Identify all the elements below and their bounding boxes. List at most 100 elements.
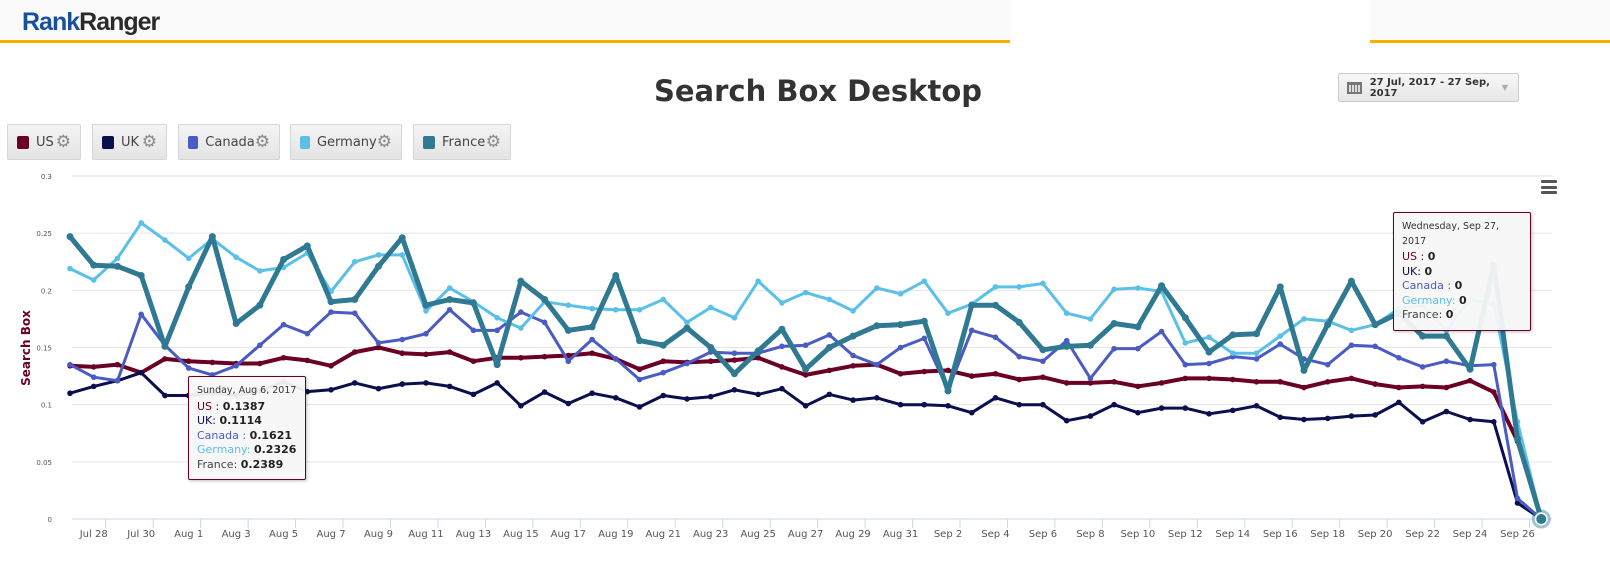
data-point — [1253, 379, 1260, 385]
gear-icon[interactable]: ⚙ — [141, 132, 157, 152]
data-point — [422, 301, 430, 309]
data-point — [779, 343, 785, 350]
data-point — [1443, 408, 1450, 415]
data-point — [1040, 358, 1046, 365]
data-point — [1206, 411, 1212, 417]
chart-menu-button[interactable] — [1541, 180, 1557, 194]
legend-label: UK — [121, 134, 140, 150]
data-point — [233, 362, 239, 369]
data-point — [90, 374, 97, 381]
data-point — [446, 306, 453, 313]
data-point — [850, 352, 856, 359]
data-point — [351, 310, 358, 317]
tooltip-row: US : 0.1387 — [197, 399, 266, 413]
data-point — [257, 342, 263, 349]
data-point — [446, 349, 453, 355]
data-point — [874, 361, 880, 368]
data-point — [778, 325, 786, 333]
data-point — [897, 344, 904, 351]
data-point — [1063, 310, 1070, 317]
data-point — [1206, 360, 1212, 367]
data-point — [423, 351, 429, 358]
data-point — [423, 380, 429, 386]
tooltip-row: Germany: 0.2326 — [197, 443, 297, 456]
data-point — [779, 385, 785, 392]
data-point — [731, 357, 738, 363]
data-point — [660, 392, 667, 399]
legend-item-france[interactable]: France ⚙ — [413, 124, 511, 160]
gear-icon[interactable]: ⚙ — [376, 132, 392, 152]
data-point — [446, 295, 454, 303]
data-point — [1301, 416, 1307, 423]
rankranger-logo[interactable]: RankRanger — [22, 8, 160, 36]
data-point — [874, 395, 880, 401]
data-point — [921, 278, 928, 284]
data-point — [1135, 383, 1141, 390]
data-point — [470, 391, 477, 398]
data-point — [1491, 361, 1497, 368]
data-point — [1111, 286, 1117, 292]
data-point — [731, 350, 738, 357]
data-point — [1253, 356, 1260, 362]
data-point — [67, 390, 73, 397]
y-tick-label: 0.05 — [36, 459, 52, 467]
data-point — [351, 380, 358, 386]
data-point — [446, 285, 453, 291]
legend-item-canada[interactable]: Canada ⚙ — [178, 124, 280, 160]
data-point — [351, 295, 359, 303]
data-point — [1158, 328, 1165, 335]
gear-icon[interactable]: ⚙ — [55, 132, 71, 152]
legend-label: France — [442, 134, 486, 150]
data-point — [968, 409, 975, 416]
hover-marker — [1534, 512, 1549, 526]
caret-down-icon: ▼ — [1501, 83, 1508, 92]
legend-item-germany[interactable]: Germany ⚙ — [290, 124, 402, 160]
data-point — [636, 366, 643, 373]
data-point — [304, 330, 311, 337]
data-point — [257, 360, 263, 367]
data-point — [375, 344, 382, 351]
data-point — [328, 362, 334, 369]
x-tick-label: Aug 27 — [788, 529, 823, 540]
data-point — [1277, 414, 1284, 421]
data-point — [1015, 318, 1023, 326]
data-point — [138, 311, 144, 318]
gear-icon[interactable]: ⚙ — [254, 132, 270, 152]
data-point — [90, 261, 98, 269]
data-point — [921, 401, 928, 408]
data-point — [826, 367, 833, 374]
data-point — [779, 364, 785, 370]
data-point — [920, 317, 928, 325]
date-range-picker[interactable]: 27 Jul, 2017 - 27 Sep, 2017 ▼ — [1338, 73, 1519, 102]
tooltip-row: Canada : 0 — [1402, 279, 1463, 292]
data-point — [991, 301, 999, 309]
data-point — [303, 242, 311, 250]
data-point — [162, 237, 168, 243]
data-point — [470, 327, 477, 334]
data-point — [564, 326, 572, 334]
legend-label: Germany — [316, 134, 377, 150]
x-tick-label: Aug 29 — [835, 529, 870, 540]
legend-item-uk[interactable]: UK ⚙ — [92, 124, 167, 160]
data-point — [945, 403, 951, 409]
data-point — [1443, 358, 1450, 365]
data-point — [1442, 332, 1450, 340]
data-point — [351, 258, 358, 265]
data-point — [280, 255, 288, 263]
data-point — [399, 336, 406, 343]
data-point — [113, 262, 121, 270]
gear-icon[interactable]: ⚙ — [485, 132, 501, 152]
date-range-label: 27 Jul, 2017 - 27 Sep, 2017 — [1369, 76, 1490, 99]
data-point — [256, 301, 264, 309]
data-point — [707, 393, 714, 400]
data-point — [493, 361, 501, 369]
data-point — [1111, 345, 1117, 352]
header-band — [1010, 0, 1370, 43]
data-point — [992, 334, 999, 341]
data-point — [1324, 321, 1332, 329]
x-tick-label: Sep 12 — [1168, 529, 1203, 540]
data-point — [518, 325, 524, 331]
data-point — [1087, 380, 1094, 386]
legend-item-us[interactable]: US ⚙ — [7, 124, 81, 160]
